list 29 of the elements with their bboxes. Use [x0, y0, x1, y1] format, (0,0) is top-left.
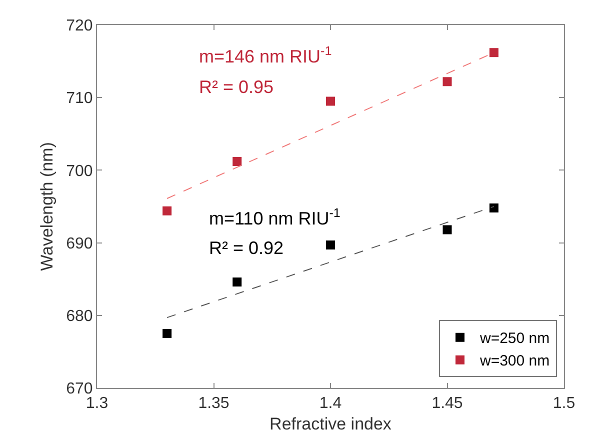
- x-axis-title: Refractive index: [270, 414, 392, 434]
- point: [489, 48, 498, 58]
- y-tick-label: 670: [66, 380, 93, 398]
- x-tick-label: 1.5: [552, 395, 576, 412]
- x-tick-label: 1.4: [319, 395, 342, 412]
- y-tick-label: 690: [66, 235, 93, 252]
- y-tick-label: 710: [66, 90, 93, 108]
- annotation: m=146 nm RIU$^{-1}$: [199, 44, 332, 67]
- point: [162, 329, 172, 338]
- point: [162, 206, 172, 216]
- x-tick-label: 1.35: [198, 395, 230, 412]
- y-tick-label: 700: [66, 162, 93, 180]
- annotation: R² = 0.95: [199, 77, 274, 97]
- point: [489, 203, 498, 212]
- point: [232, 156, 242, 166]
- point: [326, 240, 335, 250]
- x-tick-label: 1.45: [432, 395, 463, 412]
- y-tick-label: 720: [66, 18, 93, 35]
- legend-label: w=250 nm: [478, 330, 550, 348]
- annotation: m=110 nm RIU$^{-1}$: [209, 206, 340, 229]
- point: [326, 96, 335, 106]
- point: [232, 278, 242, 286]
- point: [442, 225, 452, 234]
- annotation: R² = 0.92: [209, 238, 284, 258]
- x-tick-label: 1.3: [86, 395, 108, 412]
- y-tick-label: 680: [66, 308, 93, 325]
- y-axis-title: Wavelength (nm): [38, 142, 57, 271]
- point: [442, 77, 452, 86]
- legend-label: w=300 nm: [478, 352, 550, 370]
